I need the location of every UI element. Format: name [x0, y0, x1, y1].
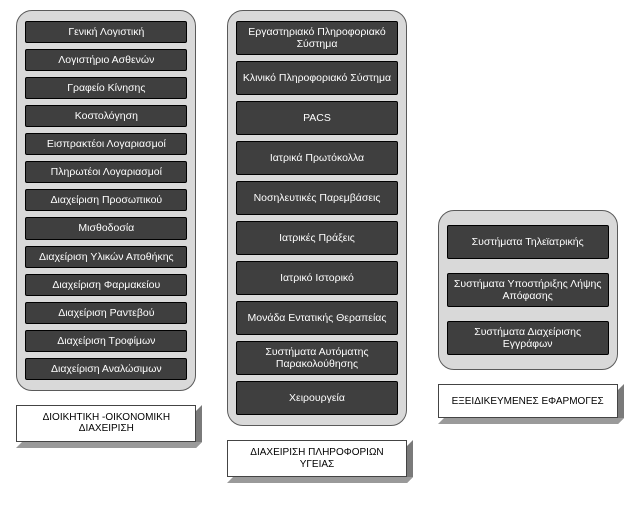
list-item: Κλινικό Πληροφοριακό Σύστημα	[236, 61, 398, 95]
list-item: Διαχείριση Φαρμακείου	[25, 274, 187, 296]
list-item: Ιατρικές Πράξεις	[236, 221, 398, 255]
list-item: Νοσηλευτικές Παρεμβάσεις	[236, 181, 398, 215]
footer-label-health: ΔΙΑΧΕΙΡΙΣΗ ΠΛΗΡΟΦΟΡΙΩΝ ΥΓΕΙΑΣ	[227, 440, 407, 477]
list-item: Ιατρικά Πρωτόκολλα	[236, 141, 398, 175]
list-item: Μισθοδοσία	[25, 217, 187, 239]
diagram-columns: Γενική Λογιστική Λογιστήριο Ασθενών Γραφ…	[10, 10, 624, 477]
list-item: Συστήματα Τηλεϊατρικής	[447, 225, 609, 259]
list-item: Συστήματα Διαχείρισης Εγγράφων	[447, 321, 609, 355]
list-item: Ιατρικό Ιστορικό	[236, 261, 398, 295]
list-item: Διαχείριση Ραντεβού	[25, 302, 187, 324]
list-item: Κοστολόγηση	[25, 105, 187, 127]
list-item: Λογιστήριο Ασθενών	[25, 49, 187, 71]
panel-specialized: Συστήματα Τηλεϊατρικής Συστήματα Υποστήρ…	[438, 210, 618, 370]
column-health: Εργαστηριακό Πληροφοριακό Σύστημα Κλινικ…	[227, 10, 407, 477]
list-item: Διαχείριση Τροφίμων	[25, 330, 187, 352]
list-item: Χειρουργεία	[236, 381, 398, 415]
list-item: Συστήματα Υποστήριξης Λήψης Απόφασης	[447, 273, 609, 307]
footer-label-admin: ΔΙΟΙΚΗΤΙΚΗ -ΟΙΚΟΝΟΜΙΚΗ ΔΙΑΧΕΙΡΙΣΗ	[16, 405, 196, 442]
panel-admin: Γενική Λογιστική Λογιστήριο Ασθενών Γραφ…	[16, 10, 196, 391]
footer-block-health: ΔΙΑΧΕΙΡΙΣΗ ΠΛΗΡΟΦΟΡΙΩΝ ΥΓΕΙΑΣ	[227, 440, 407, 477]
panel-health: Εργαστηριακό Πληροφοριακό Σύστημα Κλινικ…	[227, 10, 407, 426]
footer-block-specialized: ΕΞΕΙΔΙΚΕΥΜΕΝΕΣ ΕΦΑΡΜΟΓΕΣ	[438, 384, 618, 418]
spacer	[438, 10, 618, 210]
list-item: Εισπρακτέοι Λογαριασμοί	[25, 133, 187, 155]
list-item: Γραφείο Κίνησης	[25, 77, 187, 99]
list-item: PACS	[236, 101, 398, 135]
list-item: Μονάδα Εντατικής Θεραπείας	[236, 301, 398, 335]
list-item: Γενική Λογιστική	[25, 21, 187, 43]
footer-block-admin: ΔΙΟΙΚΗΤΙΚΗ -ΟΙΚΟΝΟΜΙΚΗ ΔΙΑΧΕΙΡΙΣΗ	[16, 405, 196, 442]
footer-label-specialized: ΕΞΕΙΔΙΚΕΥΜΕΝΕΣ ΕΦΑΡΜΟΓΕΣ	[438, 384, 618, 418]
list-item: Διαχείριση Αναλώσιμων	[25, 358, 187, 380]
list-item: Εργαστηριακό Πληροφοριακό Σύστημα	[236, 21, 398, 55]
list-item: Συστήματα Αυτόματης Παρακολούθησης	[236, 341, 398, 375]
column-admin: Γενική Λογιστική Λογιστήριο Ασθενών Γραφ…	[16, 10, 196, 442]
list-item: Πληρωτέοι Λογαριασμοί	[25, 161, 187, 183]
list-item: Διαχείριση Υλικών Αποθήκης	[25, 246, 187, 268]
list-item: Διαχείριση Προσωπικού	[25, 189, 187, 211]
column-specialized: Συστήματα Τηλεϊατρικής Συστήματα Υποστήρ…	[438, 10, 618, 418]
